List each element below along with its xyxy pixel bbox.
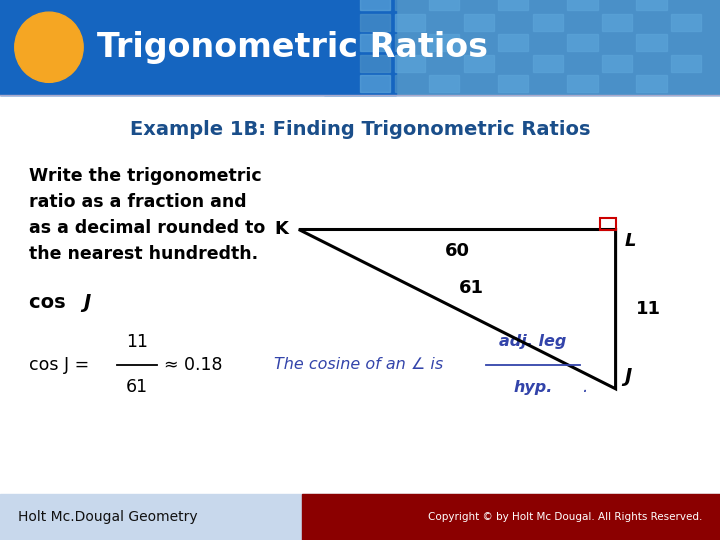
Text: 61: 61	[459, 279, 484, 296]
Bar	[671, 55, 701, 72]
Bar	[567, 75, 598, 92]
Text: K: K	[274, 220, 288, 239]
Bar	[636, 0, 667, 10]
Bar	[602, 55, 632, 72]
Bar	[302, 494, 720, 540]
Bar	[567, 55, 598, 72]
Bar	[395, 14, 425, 31]
Bar	[602, 34, 632, 51]
Bar	[671, 14, 701, 31]
Bar	[498, 0, 528, 10]
Bar	[360, 14, 390, 31]
Bar	[671, 34, 701, 51]
Bar	[533, 55, 563, 72]
Bar	[464, 14, 494, 31]
Text: cos J =: cos J =	[29, 355, 89, 374]
Text: hyp.: hyp.	[513, 380, 552, 395]
Bar	[636, 34, 667, 51]
Bar	[671, 0, 701, 10]
Text: 11: 11	[126, 333, 148, 351]
Bar	[395, 0, 425, 10]
Bar	[567, 14, 598, 31]
Text: J: J	[624, 367, 631, 386]
Bar	[324, 0, 720, 94]
Bar	[636, 14, 667, 31]
Bar	[498, 34, 528, 51]
Bar	[636, 55, 667, 72]
Bar	[671, 75, 701, 92]
Text: The cosine of an ∠ is: The cosine of an ∠ is	[274, 357, 443, 372]
Text: L: L	[624, 232, 636, 250]
Bar	[0, 494, 720, 540]
Bar	[602, 14, 632, 31]
Bar	[429, 14, 459, 31]
Bar	[602, 0, 632, 10]
Bar	[360, 34, 390, 51]
Bar	[0, 0, 396, 94]
Bar	[360, 55, 390, 72]
Ellipse shape	[14, 12, 84, 82]
Bar	[429, 75, 459, 92]
Bar	[464, 34, 494, 51]
Bar	[533, 34, 563, 51]
Bar	[395, 75, 425, 92]
Bar	[567, 0, 598, 10]
Bar	[602, 75, 632, 92]
Bar	[429, 0, 459, 10]
Bar	[360, 0, 390, 10]
Bar	[464, 55, 494, 72]
Bar	[395, 34, 425, 51]
Bar	[636, 75, 667, 92]
Text: Copyright © by Holt Mc Dougal. All Rights Reserved.: Copyright © by Holt Mc Dougal. All Right…	[428, 512, 702, 522]
Bar	[498, 55, 528, 72]
Text: Holt Mc.Dougal Geometry: Holt Mc.Dougal Geometry	[18, 510, 197, 524]
Bar	[533, 75, 563, 92]
Bar	[360, 75, 390, 92]
Text: 60: 60	[445, 242, 469, 260]
Text: .: .	[582, 378, 587, 396]
Bar	[533, 14, 563, 31]
Text: J: J	[83, 293, 90, 312]
Bar	[498, 14, 528, 31]
Bar	[395, 55, 425, 72]
Text: adj. leg: adj. leg	[499, 334, 567, 349]
Bar	[533, 0, 563, 10]
Bar	[567, 34, 598, 51]
Bar	[429, 34, 459, 51]
Text: 11: 11	[636, 300, 661, 318]
Bar	[0, 0, 720, 94]
Bar	[429, 55, 459, 72]
Bar	[464, 0, 494, 10]
Bar	[600, 218, 616, 230]
Text: Example 1B: Finding Trigonometric Ratios: Example 1B: Finding Trigonometric Ratios	[130, 120, 590, 139]
Text: ≈ 0.18: ≈ 0.18	[164, 355, 222, 374]
Text: Trigonometric Ratios: Trigonometric Ratios	[97, 31, 488, 64]
Bar	[464, 75, 494, 92]
Text: Write the trigonometric
ratio as a fraction and
as a decimal rounded to
the near: Write the trigonometric ratio as a fract…	[29, 167, 265, 262]
Bar	[498, 75, 528, 92]
Text: cos: cos	[29, 293, 72, 312]
Text: 61: 61	[126, 378, 148, 396]
